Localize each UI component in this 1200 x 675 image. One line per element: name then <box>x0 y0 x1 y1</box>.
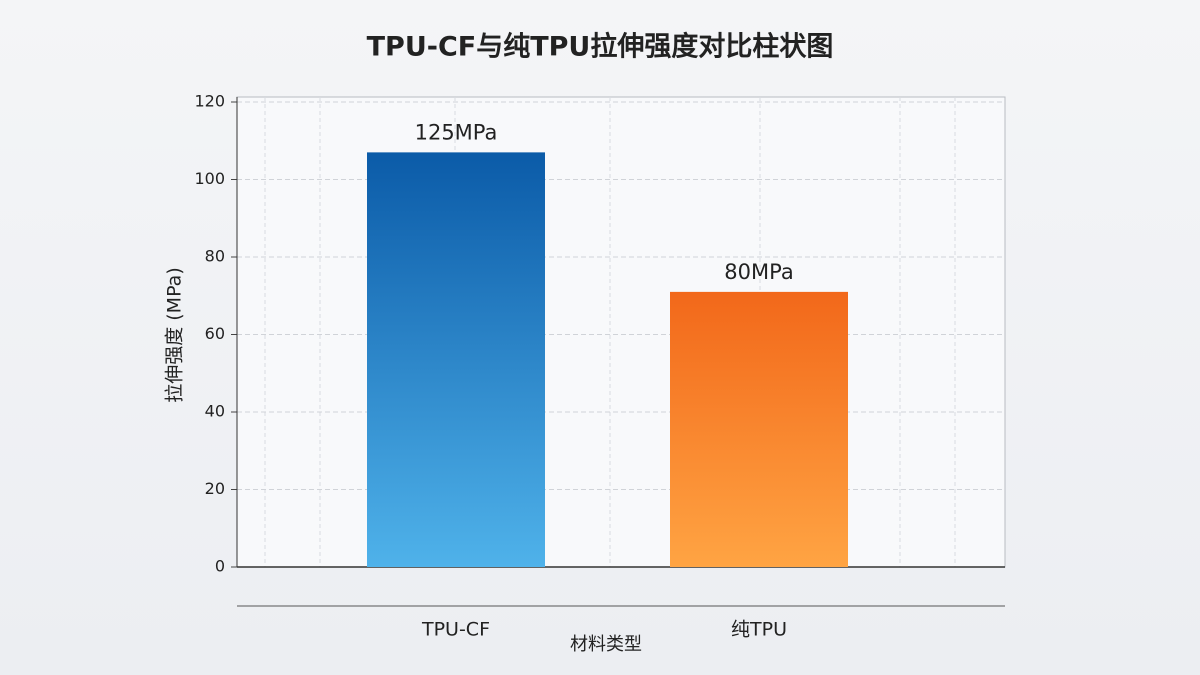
chart-title: TPU-CF与纯TPU拉伸强度对比柱状图 <box>367 31 834 63</box>
y-axis-label: 拉伸强度 (MPa) <box>164 267 186 403</box>
bar-annotation: 80MPa <box>724 260 793 284</box>
x-tick-label: 纯TPU <box>731 619 787 641</box>
bar <box>670 291 848 567</box>
y-tick-label: 80 <box>205 247 225 266</box>
bar-annotation: 125MPa <box>415 120 498 144</box>
y-tick-label: 0 <box>215 557 225 576</box>
y-tick-label: 120 <box>194 92 225 111</box>
plot-area <box>236 96 1006 568</box>
y-tick-label: 20 <box>205 479 225 498</box>
y-tick-label: 60 <box>205 324 225 343</box>
y-tick-label: 40 <box>205 402 225 421</box>
x-tick-label: TPU-CF <box>421 619 490 641</box>
x-axis-label: 材料类型 <box>570 634 642 655</box>
bar <box>367 152 545 567</box>
y-tick-label: 100 <box>194 169 225 188</box>
